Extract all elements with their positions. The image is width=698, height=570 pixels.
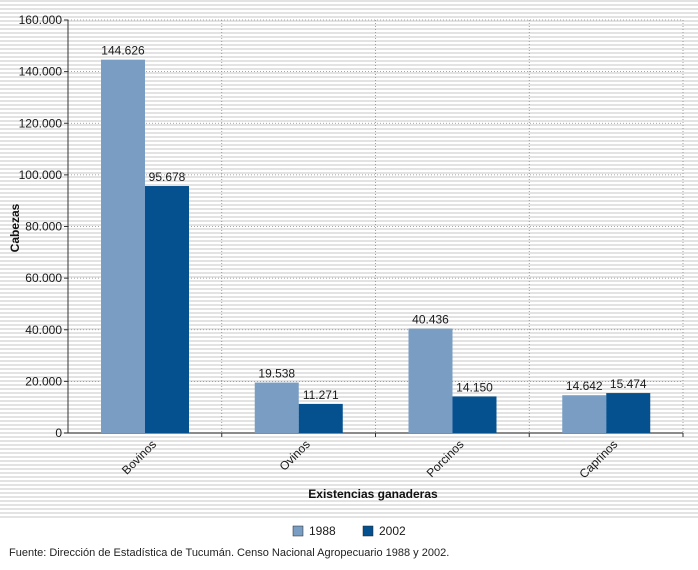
data-label: 40.436 bbox=[412, 313, 449, 327]
data-label: 11.271 bbox=[303, 388, 339, 402]
bar-porcinos-1988 bbox=[408, 328, 453, 433]
x-axis-title: Existencias ganaderas bbox=[308, 487, 438, 501]
y-axis-title: Cabezas bbox=[8, 203, 22, 252]
legend-swatch-2002 bbox=[362, 525, 374, 537]
data-label: 95.678 bbox=[149, 170, 186, 184]
data-label: 15.474 bbox=[610, 377, 647, 391]
bar-bovinos-2002 bbox=[145, 186, 189, 433]
bar-ovinos-1988 bbox=[254, 382, 299, 433]
y-tick-label: 120.000 bbox=[19, 116, 63, 130]
data-label: 14.150 bbox=[456, 380, 493, 394]
bar-ovinos-2002 bbox=[298, 403, 343, 433]
legend-swatch-1988 bbox=[292, 525, 304, 537]
data-label: 19.538 bbox=[258, 367, 295, 381]
legend-label-2002: 2002 bbox=[379, 524, 406, 538]
bar-porcinos-2002 bbox=[452, 396, 497, 433]
source-note: Fuente: Dirección de Estadística de Tucu… bbox=[9, 547, 449, 559]
legend-label-1988: 1988 bbox=[309, 524, 336, 538]
y-tick-label: 60.000 bbox=[25, 271, 62, 285]
bar-caprinos-2002 bbox=[606, 393, 651, 433]
y-tick-label: 140.000 bbox=[19, 65, 63, 79]
y-tick-label: 20.000 bbox=[25, 374, 62, 388]
y-tick-label: 160.000 bbox=[19, 13, 63, 27]
y-tick-label: 0 bbox=[55, 426, 62, 440]
y-tick-label: 40.000 bbox=[25, 323, 62, 337]
data-label: 14.642 bbox=[566, 379, 603, 393]
legend: 1988 2002 bbox=[292, 524, 406, 538]
y-tick-label: 100.000 bbox=[19, 168, 63, 182]
bars bbox=[101, 59, 651, 433]
data-label: 144.626 bbox=[101, 44, 145, 58]
bar-bovinos-1988 bbox=[101, 59, 145, 433]
y-tick-label: 80.000 bbox=[25, 220, 62, 234]
bar-caprinos-1988 bbox=[562, 395, 607, 433]
